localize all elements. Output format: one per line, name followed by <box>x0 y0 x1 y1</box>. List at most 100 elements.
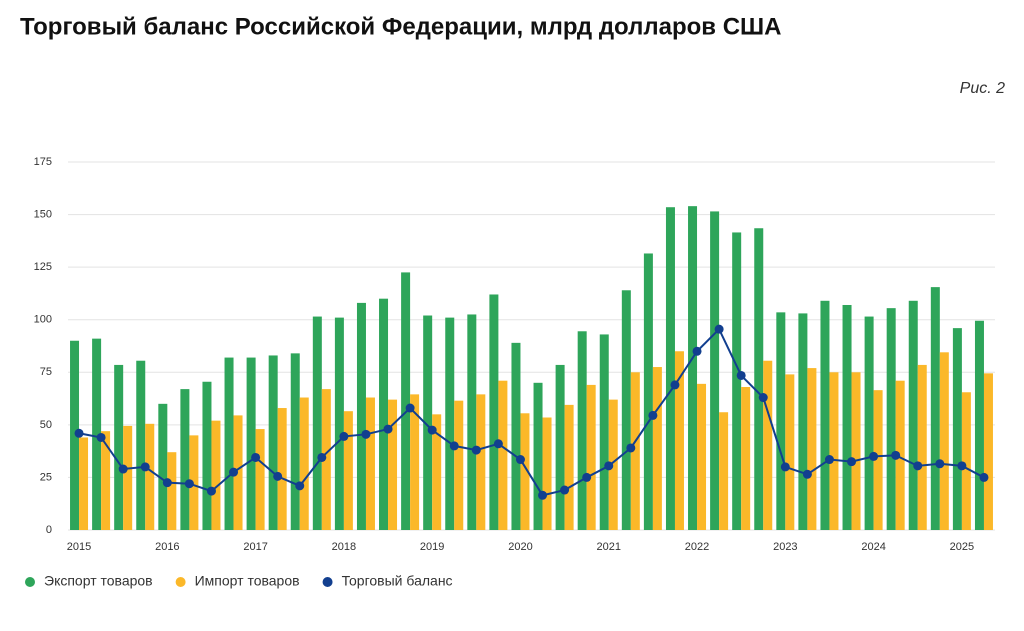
line-point <box>251 452 261 462</box>
bar <box>388 399 398 530</box>
line-point <box>96 432 106 442</box>
bar <box>321 389 331 530</box>
legend-label: Импорт товаров <box>195 573 300 589</box>
bar <box>432 414 442 530</box>
line-point <box>582 472 592 482</box>
bar <box>299 397 309 530</box>
line-point <box>869 451 879 461</box>
y-tick-label: 175 <box>34 156 52 168</box>
bar <box>489 294 499 530</box>
line-point <box>184 479 194 489</box>
bar <box>401 272 411 530</box>
bar <box>233 415 243 530</box>
bar <box>454 400 464 530</box>
line-point <box>317 452 327 462</box>
bar <box>467 314 477 530</box>
bar <box>908 300 918 530</box>
line-point <box>824 455 834 465</box>
bar <box>167 452 177 530</box>
y-tick-label: 75 <box>40 366 52 378</box>
line-point <box>957 461 967 471</box>
bar <box>334 317 344 530</box>
x-tick-label: 2015 <box>67 541 91 553</box>
legend-marker <box>322 577 333 587</box>
bar <box>807 368 817 530</box>
line-point <box>206 486 216 496</box>
bar <box>652 367 662 530</box>
bar <box>255 429 265 530</box>
y-tick-label: 50 <box>40 419 52 431</box>
bar <box>410 394 420 530</box>
y-tick-label: 125 <box>34 261 52 273</box>
bar <box>688 206 698 530</box>
bar <box>211 420 221 530</box>
line-point <box>714 324 724 334</box>
bar <box>277 408 287 530</box>
bar <box>356 302 366 530</box>
bar <box>674 351 684 530</box>
line-point <box>273 471 283 481</box>
bar <box>423 315 433 530</box>
bar <box>974 320 984 530</box>
bar <box>365 397 375 530</box>
bar <box>180 389 190 530</box>
bar <box>983 373 993 530</box>
bar <box>763 360 773 530</box>
bar <box>268 355 278 530</box>
line-point <box>140 462 150 472</box>
x-tick-label: 2025 <box>950 541 974 553</box>
bar <box>710 211 720 530</box>
bar <box>630 372 640 530</box>
bar <box>533 382 543 530</box>
bar <box>873 390 883 530</box>
bar <box>101 431 111 530</box>
line-point <box>758 393 768 403</box>
x-tick-label: 2019 <box>420 541 444 553</box>
x-tick-label: 2020 <box>508 541 532 553</box>
bar <box>114 364 124 530</box>
y-tick-label: 25 <box>40 471 52 483</box>
bar <box>290 353 300 530</box>
bar <box>564 404 574 530</box>
line-point <box>295 481 305 491</box>
bar <box>864 316 874 530</box>
line-point <box>118 464 128 474</box>
bar <box>343 411 353 530</box>
line-point <box>604 461 614 471</box>
line-point <box>802 469 812 479</box>
y-tick-label: 100 <box>34 314 52 326</box>
bar <box>886 308 896 530</box>
bar <box>577 331 587 530</box>
x-tick-label: 2017 <box>243 541 267 553</box>
line-point <box>780 462 790 472</box>
bar <box>754 228 764 531</box>
line-point <box>405 403 415 413</box>
line-point <box>427 425 437 435</box>
bar <box>608 399 618 530</box>
line-point <box>626 443 636 453</box>
bar <box>732 232 742 530</box>
bar <box>136 360 146 530</box>
bar <box>917 364 927 530</box>
legend-marker <box>175 577 186 587</box>
bar <box>741 387 751 530</box>
line-point <box>847 457 857 467</box>
bar <box>511 342 521 530</box>
line-point <box>560 485 570 495</box>
bar <box>599 334 609 530</box>
legend-label: Торговый баланс <box>342 573 453 589</box>
bar <box>842 304 852 530</box>
x-tick-label: 2016 <box>155 541 179 553</box>
figure-note: Рис. 2 <box>960 80 1005 97</box>
bar <box>476 394 486 530</box>
bar <box>123 425 133 530</box>
line-point <box>471 445 481 455</box>
bar <box>145 423 155 530</box>
line-point <box>74 428 84 438</box>
line-point <box>979 472 989 482</box>
bar <box>930 287 940 530</box>
x-tick-label: 2024 <box>861 541 885 553</box>
line-point <box>538 490 548 500</box>
bar <box>785 374 795 530</box>
bar <box>586 384 596 530</box>
